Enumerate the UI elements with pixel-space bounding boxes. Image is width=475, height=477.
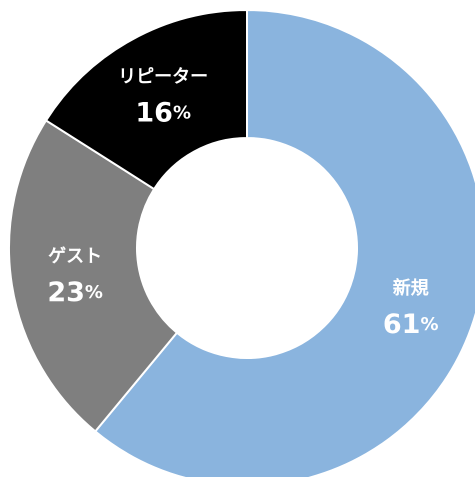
unit: % bbox=[420, 314, 438, 335]
slice-name: リピーター bbox=[118, 67, 208, 88]
value: 23 bbox=[47, 277, 85, 308]
value: 61 bbox=[383, 308, 421, 339]
slice bbox=[93, 8, 475, 477]
unit: % bbox=[173, 103, 191, 124]
slice-name: ゲスト bbox=[48, 245, 102, 267]
slice-name: 新規 bbox=[393, 277, 429, 299]
value: 16 bbox=[135, 97, 173, 128]
slice-value: 23% bbox=[47, 277, 103, 308]
slice bbox=[8, 119, 179, 433]
unit: % bbox=[85, 282, 103, 303]
slice-value: 61% bbox=[383, 308, 439, 339]
slice-value: 16% bbox=[135, 97, 191, 128]
slice bbox=[44, 8, 248, 191]
